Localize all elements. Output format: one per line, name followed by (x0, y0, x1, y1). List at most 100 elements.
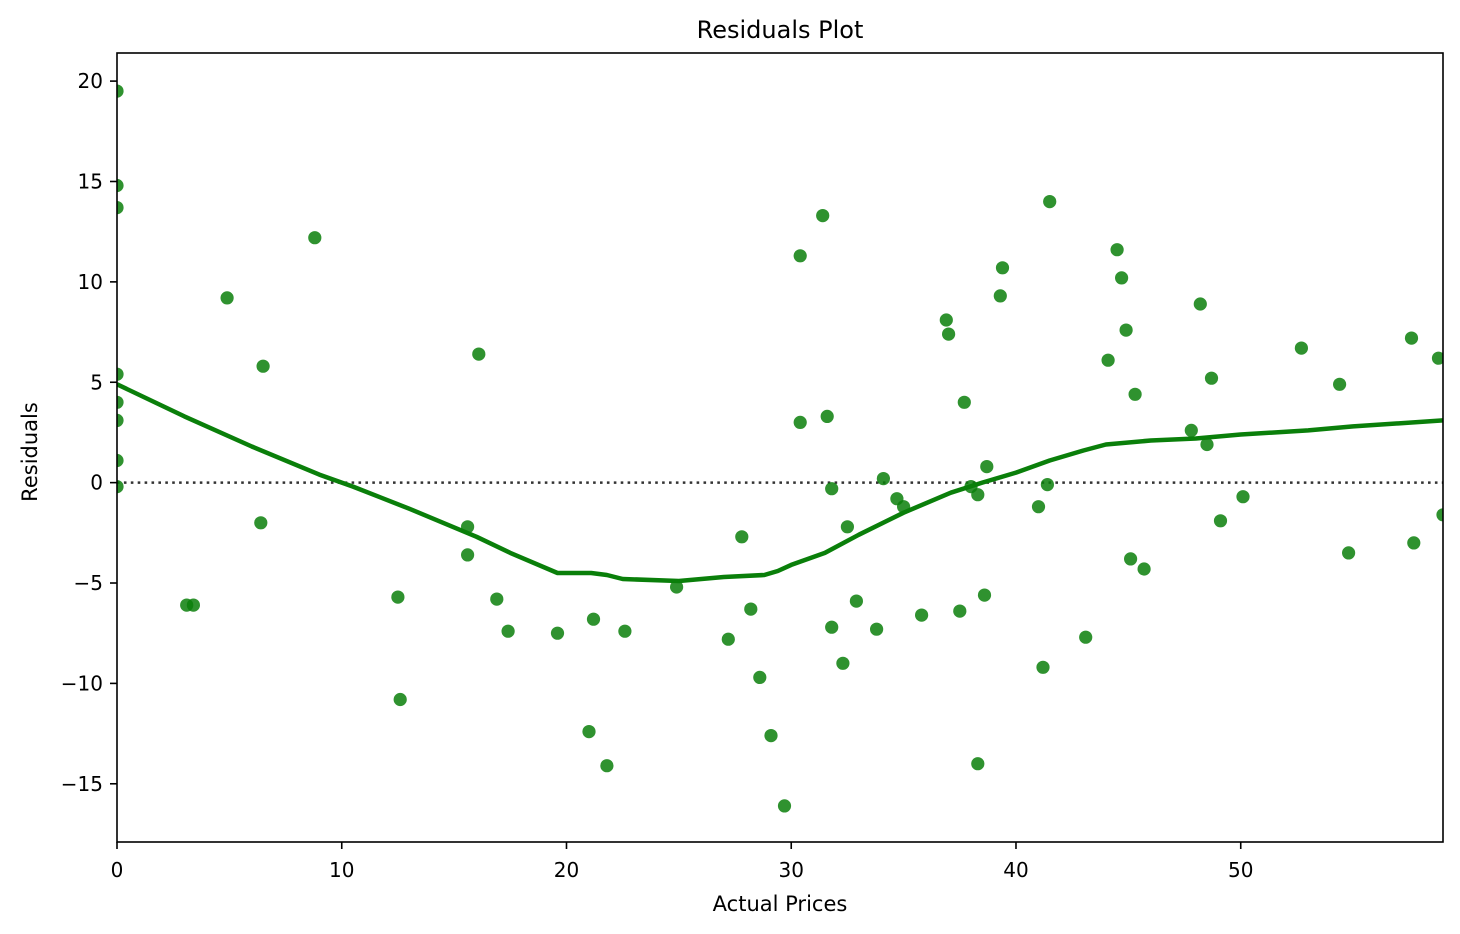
scatter-point (915, 608, 929, 622)
scatter-point (582, 725, 596, 739)
scatter-point (1184, 423, 1198, 437)
scatter-point (1200, 437, 1214, 452)
y-tick-label: −15 (61, 772, 103, 796)
scatter-point (117, 395, 124, 409)
scatter-point (117, 84, 124, 98)
scatter-point (117, 178, 124, 193)
scatter-point (735, 530, 749, 544)
scatter-point (618, 624, 632, 638)
scatter-point (1079, 630, 1093, 644)
scatter-point (1236, 490, 1250, 504)
scatter-point (1119, 323, 1133, 337)
scatter-point (1101, 353, 1115, 367)
scatter-point (1128, 387, 1142, 401)
scatter-point (1404, 331, 1419, 345)
scatter-point (550, 626, 565, 640)
scatter-point (1213, 514, 1228, 528)
scatter-point (461, 520, 475, 534)
scatter-point (793, 415, 807, 429)
scatter-point (777, 799, 792, 813)
scatter-point (721, 632, 735, 646)
scatter-point (472, 347, 486, 361)
scatter-point (1333, 377, 1347, 391)
x-tick-label: 20 (554, 858, 579, 882)
scatter-point (849, 594, 864, 608)
scatter-point (461, 548, 475, 562)
axes: 0 10 20 30 40 50 −15 −10 −5 0 5 10 15 20 (61, 52, 1444, 882)
scatter-point (670, 580, 684, 594)
scatter-point (836, 656, 850, 670)
scatter-point (820, 409, 834, 423)
scatter-point (753, 670, 767, 685)
scatter-point (220, 291, 234, 305)
scatter-point (1137, 562, 1151, 576)
plot-frame (116, 52, 1444, 843)
scatter-point (1407, 536, 1421, 550)
scatter-point (825, 482, 839, 496)
scatter-point (1342, 546, 1356, 560)
scatter-point (117, 480, 124, 494)
lowess-trend-line (117, 382, 1443, 584)
scatter-point (117, 413, 124, 427)
scatter-point (816, 209, 830, 223)
scatter-point (393, 692, 407, 707)
y-tick-label: −5 (74, 571, 103, 595)
scatter-point (1036, 660, 1050, 674)
y-tick-label: 20 (78, 69, 103, 93)
scatter-point (490, 592, 504, 606)
scatter-point (1436, 508, 1443, 522)
scatter-point (876, 472, 891, 486)
scatter-point (942, 327, 956, 341)
scatter-point (600, 759, 614, 773)
scatter-point (744, 602, 758, 616)
scatter-point (1124, 552, 1138, 566)
scatter-point (980, 460, 994, 474)
x-tick-label: 0 (111, 858, 124, 882)
scatter-point (308, 231, 322, 245)
scatter-point (586, 612, 601, 626)
scatter-point (870, 622, 884, 636)
scatter-point (186, 598, 200, 612)
scatter-point (391, 590, 405, 604)
scatter-point (939, 313, 953, 327)
scatter-point (117, 453, 124, 468)
y-tick-label: −10 (61, 671, 103, 695)
x-axis-title: Actual Prices (713, 892, 848, 916)
scatter-point (501, 624, 515, 638)
x-tick-label: 50 (1228, 858, 1253, 882)
scatter-point (1294, 341, 1308, 355)
y-tick-label: 15 (78, 169, 103, 193)
scatter-point (1040, 478, 1054, 492)
scatter-point (254, 516, 268, 530)
y-tick-label: 0 (90, 471, 103, 495)
scatter-point (1204, 371, 1219, 385)
scatter-point (117, 201, 124, 215)
scatter-point (993, 289, 1007, 303)
scatter-point (117, 367, 124, 381)
scatter-point (1115, 271, 1129, 285)
x-tick-label: 40 (1003, 858, 1028, 882)
y-axis-title: Residuals (18, 402, 42, 502)
y-tick-label: 5 (90, 370, 103, 394)
scatter-point (256, 359, 270, 373)
scatter-point (1031, 500, 1046, 514)
y-tick-label: 10 (78, 270, 103, 294)
x-tick-label: 10 (329, 858, 354, 882)
scatter-point (971, 757, 985, 771)
scatter-point (1431, 351, 1443, 365)
scatter-point (1193, 297, 1207, 311)
scatter-point (957, 395, 971, 409)
scatter-point (825, 620, 839, 634)
scatter-point (1043, 195, 1057, 209)
x-tick-label: 30 (779, 858, 804, 882)
scatter-point (793, 249, 807, 263)
plot-marks (117, 84, 1443, 813)
chart-title: Residuals Plot (697, 16, 864, 44)
scatter-point (953, 604, 967, 618)
scatter-point (897, 500, 911, 514)
scatter-point (971, 488, 985, 502)
scatter-point (977, 588, 992, 602)
scatter-point (1110, 243, 1124, 257)
scatter-point (764, 729, 778, 743)
